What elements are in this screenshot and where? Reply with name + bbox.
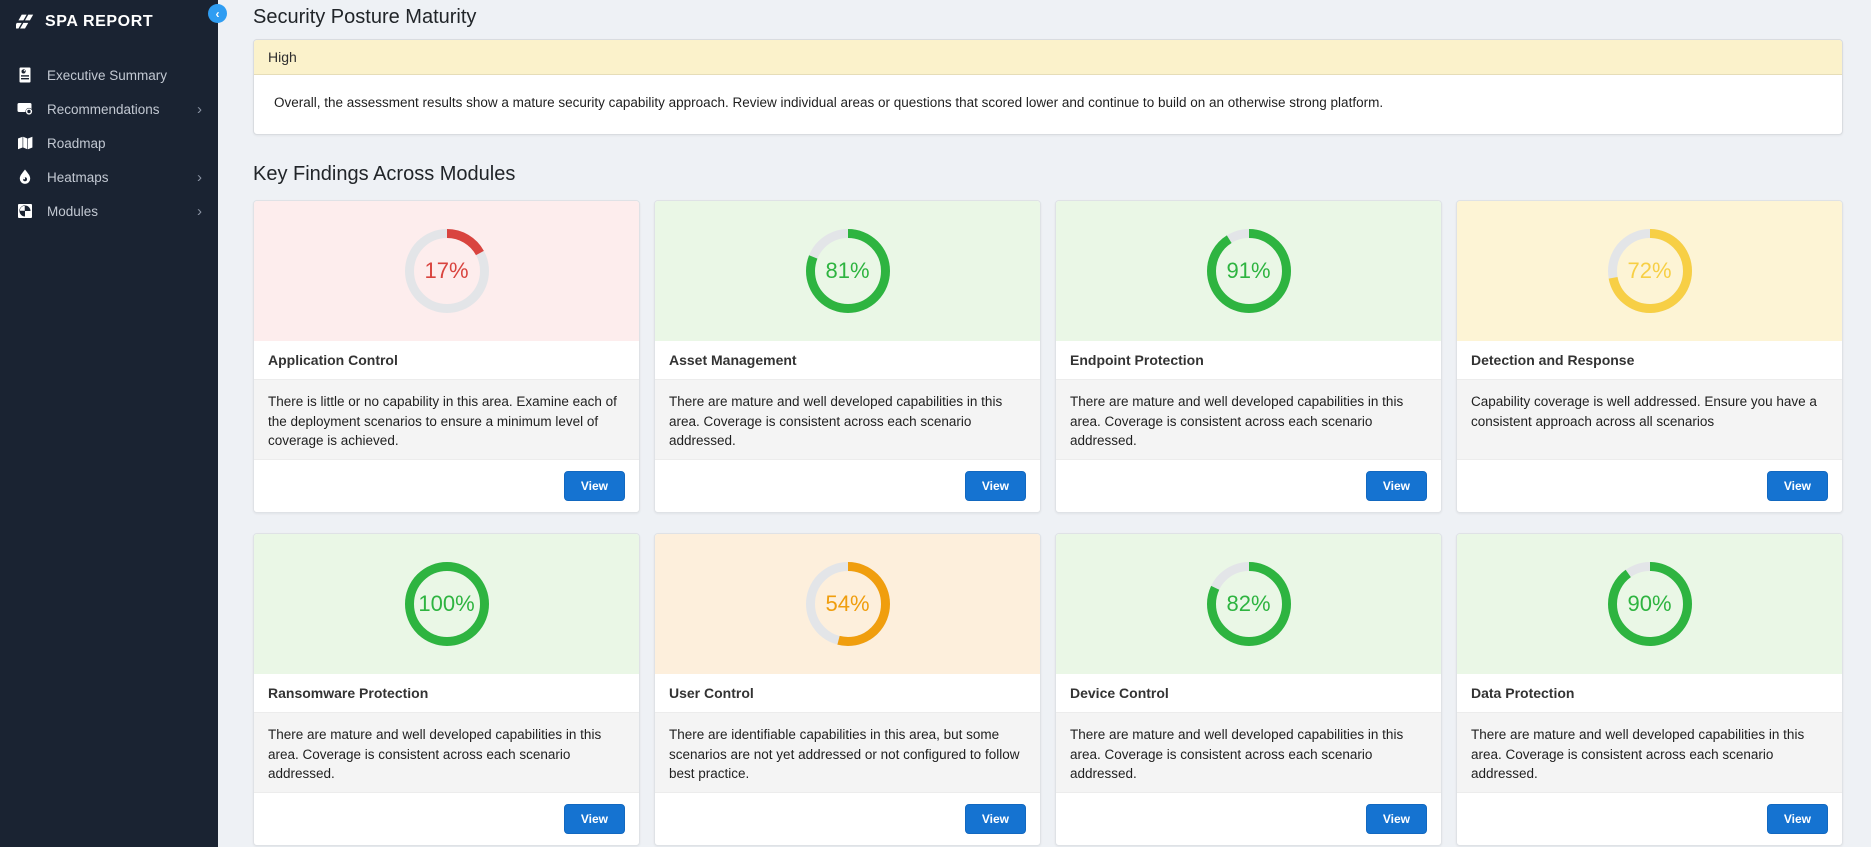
card-footer: View [1056, 793, 1441, 845]
sidebar-item-modules[interactable]: Modules › [0, 194, 218, 228]
sidebar-item-executive-summary[interactable]: Executive Summary [0, 58, 218, 92]
maturity-summary-text: Overall, the assessment results show a m… [274, 95, 1384, 110]
module-card: 82% Device Control There are mature and … [1055, 533, 1442, 846]
card-title: Detection and Response [1457, 341, 1842, 380]
card-description: There are mature and well developed capa… [1056, 713, 1441, 793]
report-icon [16, 66, 34, 84]
card-footer: View [1056, 460, 1441, 512]
card-title: Asset Management [655, 341, 1040, 380]
sidebar-item-label: Heatmaps [47, 169, 109, 185]
donut-percent-label: 90% [1627, 591, 1672, 616]
card-description: There is little or no capability in this… [254, 380, 639, 460]
sidebar-nav: Executive Summary Recommendations › [0, 58, 218, 228]
donut-chart: 90% [1607, 562, 1692, 646]
map-icon [16, 134, 34, 152]
sidebar-item-label: Executive Summary [47, 67, 168, 83]
view-button[interactable]: View [563, 804, 625, 834]
card-footer: View [655, 460, 1040, 512]
sidebar-item-label: Modules [47, 203, 99, 219]
chevron-right-icon: › [197, 168, 202, 186]
page-title: Security Posture Maturity [253, 6, 477, 28]
donut-percent-label: 100% [418, 591, 475, 616]
chevron-left-icon: ‹ [215, 6, 220, 21]
card-description: Capability coverage is well addressed. E… [1457, 380, 1842, 460]
card-title: User Control [655, 674, 1040, 713]
donut-percent-label: 81% [825, 258, 870, 283]
sidebar-item-label: Recommendations [47, 101, 160, 117]
brand-logo-icon [16, 13, 34, 31]
card-title: Device Control [1056, 674, 1441, 713]
module-card: 91% Endpoint Protection There are mature… [1055, 200, 1442, 513]
module-card: 17% Application Control There is little … [253, 200, 640, 513]
card-description: There are mature and well developed capa… [1056, 380, 1441, 460]
view-button[interactable]: View [563, 471, 625, 501]
donut-chart: 100% [404, 562, 489, 646]
card-chart-area: 81% [655, 201, 1040, 341]
maturity-level-badge: High [254, 40, 1842, 75]
card-chart-area: 100% [254, 534, 639, 674]
card-footer: View [1457, 460, 1842, 512]
card-description: There are identifiable capabilities in t… [655, 713, 1040, 793]
donut-percent-label: 72% [1627, 258, 1672, 283]
donut-percent-label: 17% [424, 258, 469, 283]
brand: SPA REPORT [0, 0, 218, 44]
presentation-icon [16, 100, 34, 118]
card-footer: View [254, 793, 639, 845]
chevron-right-icon: › [197, 202, 202, 220]
donut-percent-label: 54% [825, 591, 870, 616]
modules-icon [16, 202, 34, 220]
view-button[interactable]: View [1766, 804, 1828, 834]
card-title: Application Control [254, 341, 639, 380]
donut-chart: 91% [1206, 229, 1291, 313]
donut-chart: 81% [805, 229, 890, 313]
donut-percent-label: 91% [1226, 258, 1271, 283]
sidebar-item-recommendations[interactable]: Recommendations › [0, 92, 218, 126]
chevron-right-icon: › [197, 100, 202, 118]
module-card: 81% Asset Management There are mature an… [654, 200, 1041, 513]
view-button[interactable]: View [964, 804, 1026, 834]
card-title: Endpoint Protection [1056, 341, 1441, 380]
card-chart-area: 54% [655, 534, 1040, 674]
card-chart-area: 90% [1457, 534, 1842, 674]
view-button[interactable]: View [1766, 471, 1828, 501]
card-description: There are mature and well developed capa… [655, 380, 1040, 460]
card-footer: View [254, 460, 639, 512]
donut-percent-label: 82% [1226, 591, 1271, 616]
module-card: 54% User Control There are identifiable … [654, 533, 1041, 846]
donut-chart: 54% [805, 562, 890, 646]
sidebar: SPA REPORT Executive Summary [0, 0, 218, 847]
card-chart-area: 91% [1056, 201, 1441, 341]
flame-icon [16, 168, 34, 186]
card-chart-area: 72% [1457, 201, 1842, 341]
brand-title: SPA REPORT [45, 13, 154, 30]
donut-chart: 17% [404, 229, 489, 313]
card-footer: View [655, 793, 1040, 845]
section-title: Key Findings Across Modules [253, 163, 516, 185]
sidebar-collapse-button[interactable]: ‹ [208, 4, 227, 23]
maturity-panel: High Overall, the assessment results sho… [253, 39, 1843, 135]
card-title: Ransomware Protection [254, 674, 639, 713]
module-card: 90% Data Protection There are mature and… [1456, 533, 1843, 846]
module-card: 72% Detection and Response Capability co… [1456, 200, 1843, 513]
card-description: There are mature and well developed capa… [254, 713, 639, 793]
sidebar-item-heatmaps[interactable]: Heatmaps › [0, 160, 218, 194]
sidebar-item-label: Roadmap [47, 135, 106, 151]
card-chart-area: 82% [1056, 534, 1441, 674]
donut-chart: 72% [1607, 229, 1692, 313]
module-card: 100% Ransomware Protection There are mat… [253, 533, 640, 846]
sidebar-item-roadmap[interactable]: Roadmap [0, 126, 218, 160]
view-button[interactable]: View [1365, 804, 1427, 834]
main-content: Security Posture Maturity High Overall, … [218, 0, 1871, 847]
card-footer: View [1457, 793, 1842, 845]
card-chart-area: 17% [254, 201, 639, 341]
card-title: Data Protection [1457, 674, 1842, 713]
donut-chart: 82% [1206, 562, 1291, 646]
card-description: There are mature and well developed capa… [1457, 713, 1842, 793]
cards-grid: 17% Application Control There is little … [253, 200, 1843, 846]
view-button[interactable]: View [1365, 471, 1427, 501]
view-button[interactable]: View [964, 471, 1026, 501]
